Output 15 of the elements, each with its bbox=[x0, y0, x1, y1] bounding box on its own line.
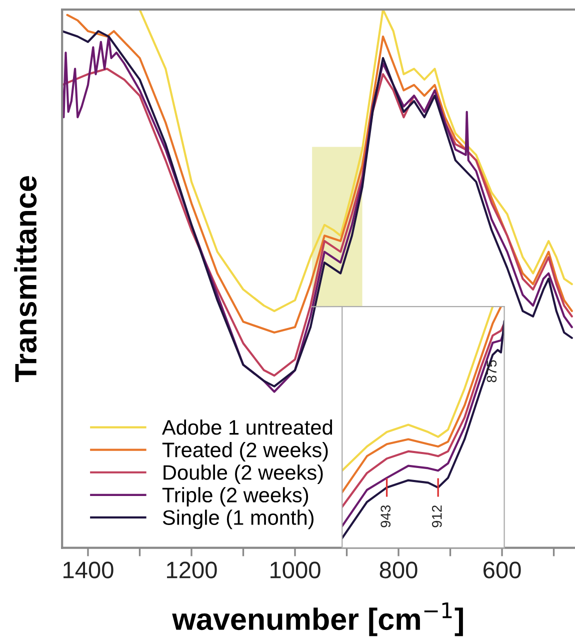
x-tick-label: 600 bbox=[484, 562, 521, 578]
x-tick-label: 912 bbox=[432, 505, 442, 528]
legend-label: Treated (2 weeks) bbox=[162, 442, 328, 462]
legend-label: Adobe 1 untreated bbox=[162, 419, 332, 435]
legend-label: Single (1 month) bbox=[162, 510, 314, 530]
x-tick-label: 1200 bbox=[167, 562, 217, 578]
y-axis-title: Transmittance bbox=[14, 176, 37, 382]
x-tick-label: 1000 bbox=[270, 562, 320, 578]
x-tick-label: 800 bbox=[380, 562, 418, 578]
x-axis-title: wavenumber [cm$^{−1}$] bbox=[172, 602, 463, 636]
annotation: 875 bbox=[486, 360, 497, 382]
legend-label: Triple (2 weeks) bbox=[162, 487, 308, 507]
legend-label: Double (2 weeks) bbox=[164, 464, 323, 484]
x-tick-label: 1400 bbox=[64, 562, 114, 578]
x-tick-label: 943 bbox=[380, 505, 391, 528]
